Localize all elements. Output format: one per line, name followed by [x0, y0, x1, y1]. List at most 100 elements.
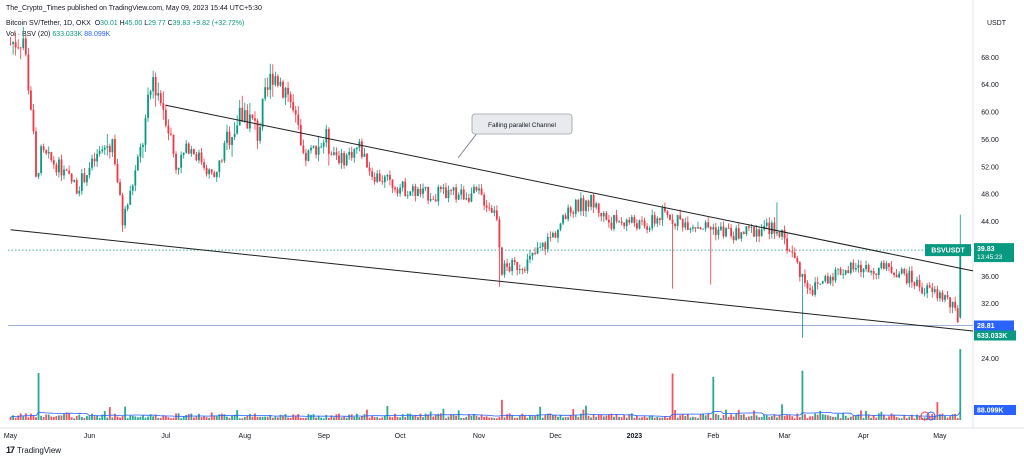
candle-body: [664, 207, 666, 212]
candle-body: [630, 216, 633, 223]
candle-body: [821, 281, 824, 284]
candle-body: [159, 93, 162, 104]
y-tick-label: 44.00: [981, 219, 999, 226]
volume-bar: [42, 416, 45, 420]
volume-bar: [282, 415, 284, 420]
candle-body: [467, 198, 470, 202]
candle-body: [213, 172, 216, 178]
volume-bar: [959, 349, 962, 420]
volume-bar: [946, 417, 949, 420]
volume-bar: [86, 416, 88, 420]
volume-bar: [411, 416, 414, 420]
candle-body: [837, 268, 839, 270]
volume-bar: [720, 418, 722, 420]
volume-bar: [396, 417, 399, 420]
volume-bar: [506, 414, 508, 420]
candle-body: [702, 228, 705, 230]
volume-bar: [503, 417, 506, 420]
candle-body: [261, 98, 264, 128]
volume-bar: [793, 418, 796, 420]
candle-body: [689, 228, 692, 230]
candle-body: [732, 236, 735, 241]
x-tick-label: Aug: [239, 433, 252, 440]
volume-bar: [185, 414, 188, 420]
callout-label: Falling parallel Channel: [488, 122, 556, 129]
candle-body: [811, 289, 814, 295]
candle-body: [445, 187, 447, 199]
candle-body: [959, 250, 962, 318]
candle-body: [119, 182, 121, 196]
candle-body: [839, 268, 842, 275]
y-tick-label: 48.00: [981, 192, 999, 199]
candle-body: [450, 190, 452, 191]
volume-bar: [694, 417, 697, 420]
candle-body: [814, 282, 817, 295]
candle-body: [147, 94, 149, 118]
candle-body: [429, 198, 432, 201]
volume-bar: [951, 414, 954, 420]
candle-body: [248, 114, 251, 129]
volume-bar: [773, 414, 776, 420]
volume-bar: [748, 416, 750, 420]
volume-bar: [203, 415, 205, 420]
volume-bar: [134, 416, 137, 420]
volume-bar: [490, 417, 493, 420]
candle-body: [669, 214, 671, 220]
volume-bar: [778, 415, 781, 420]
candle-body: [338, 155, 340, 164]
volume-bar: [564, 416, 567, 420]
volume-bar: [284, 414, 287, 420]
candle-body: [872, 271, 875, 274]
candle-body: [849, 262, 852, 274]
candle-body: [628, 219, 631, 223]
candle-body: [343, 152, 345, 166]
candle-body: [714, 227, 717, 235]
volume-bar: [697, 418, 699, 420]
candle-body: [602, 213, 605, 217]
volume-bar: [798, 417, 801, 420]
volume-bar: [485, 416, 488, 420]
volume-bar: [238, 418, 241, 420]
volume-bar: [526, 417, 529, 420]
volume-bar: [666, 417, 669, 420]
volume-bar: [65, 412, 68, 420]
volume-pane: [9, 349, 962, 420]
volume-bar: [142, 415, 144, 420]
candle-body: [646, 226, 648, 230]
x-tick-label: Sep: [317, 433, 330, 440]
candle-body: [567, 207, 570, 220]
hline-tag-label: 28.81: [977, 323, 995, 330]
candle-body: [233, 133, 236, 138]
candle-body: [68, 170, 71, 174]
logo-mark-icon: 17: [6, 445, 15, 455]
candle-body: [220, 160, 223, 162]
candle-body: [312, 146, 315, 148]
candle-body: [842, 274, 845, 276]
candle-body: [735, 228, 738, 241]
candle-body: [585, 200, 587, 212]
candle-body: [368, 167, 371, 172]
candle-body: [949, 297, 951, 308]
volume-bar: [299, 417, 302, 420]
candle-body: [781, 230, 783, 237]
volume-bar: [651, 415, 654, 420]
volume-bar: [867, 414, 870, 420]
candle-body: [124, 208, 127, 226]
volume-bar: [429, 411, 432, 420]
volume-bar: [600, 414, 603, 420]
volume-bar: [450, 414, 452, 420]
candle-body: [157, 93, 160, 96]
candle-body: [177, 167, 180, 170]
candle-body: [480, 188, 483, 195]
candle-body: [162, 103, 165, 110]
candle-body: [289, 94, 292, 103]
volume-bar: [613, 416, 615, 420]
volume-bar: [70, 417, 73, 420]
candle-body: [32, 109, 35, 132]
candle-body: [641, 220, 643, 222]
candle-body: [793, 252, 796, 259]
volume-bar: [590, 417, 592, 420]
candle-body: [195, 154, 198, 161]
y-tick-label: 68.00: [981, 55, 999, 62]
